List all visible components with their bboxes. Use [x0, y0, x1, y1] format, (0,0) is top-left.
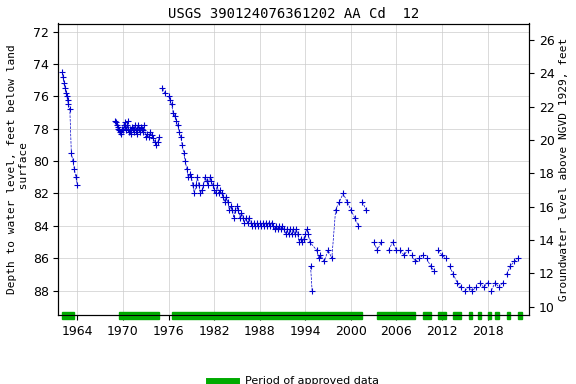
- Bar: [172, 313, 362, 319]
- Bar: [377, 313, 415, 319]
- Bar: [518, 313, 522, 319]
- Bar: [506, 313, 510, 319]
- Bar: [423, 313, 431, 319]
- Y-axis label: Groundwater level above NGVD 1929, feet: Groundwater level above NGVD 1929, feet: [559, 38, 569, 301]
- Legend: Period of approved data: Period of approved data: [204, 372, 384, 384]
- Bar: [438, 313, 446, 319]
- Title: USGS 390124076361202 AA Cd  12: USGS 390124076361202 AA Cd 12: [168, 7, 419, 21]
- Bar: [495, 313, 499, 319]
- Bar: [487, 313, 491, 319]
- Bar: [62, 313, 74, 319]
- Y-axis label: Depth to water level, feet below land
 surface: Depth to water level, feet below land su…: [7, 44, 29, 294]
- Bar: [453, 313, 461, 319]
- Bar: [479, 313, 482, 319]
- Bar: [468, 313, 472, 319]
- Bar: [119, 313, 160, 319]
